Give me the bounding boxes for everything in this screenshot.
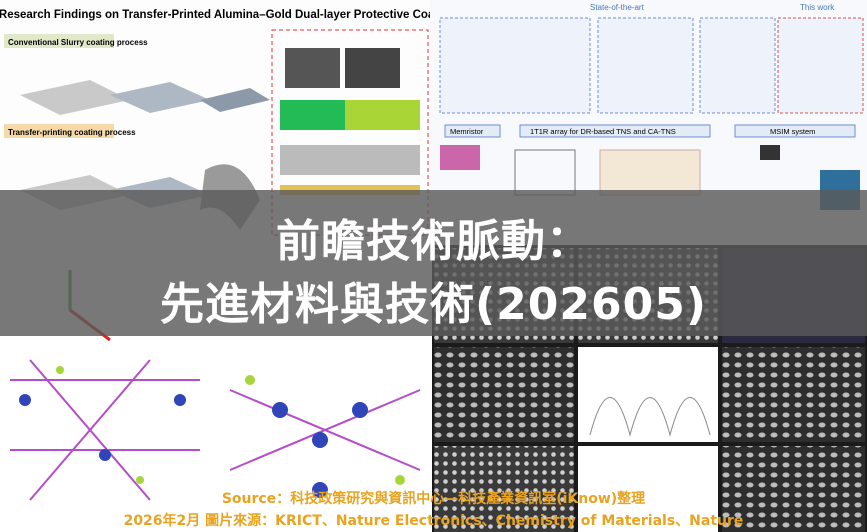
row-label: MSIM system bbox=[770, 127, 815, 136]
title-band bbox=[0, 190, 867, 336]
title-line: 先進材料與技術(202605) bbox=[160, 279, 707, 330]
section-label: Transfer-printing coating process bbox=[8, 128, 136, 137]
header-label: This work bbox=[800, 3, 835, 12]
row-label: 1T1R array for DR-based TNS and CA-TNS bbox=[530, 127, 676, 136]
header-label: State-of-the-art bbox=[590, 3, 645, 12]
source-line: Source：科技政策研究與資訊中心—科技產業資訊室(iKnow)整理 bbox=[221, 491, 646, 507]
source-line: 2026年2月 圖片來源：KRICT、Nature Electronics、Ch… bbox=[123, 513, 744, 529]
section-label: Conventional Slurry coating process bbox=[8, 38, 148, 47]
figure-title: Key Research Findings on Transfer-Printe… bbox=[0, 9, 455, 21]
title-line: 前瞻技術脈動： bbox=[276, 216, 591, 267]
row-label: Memristor bbox=[450, 127, 484, 136]
